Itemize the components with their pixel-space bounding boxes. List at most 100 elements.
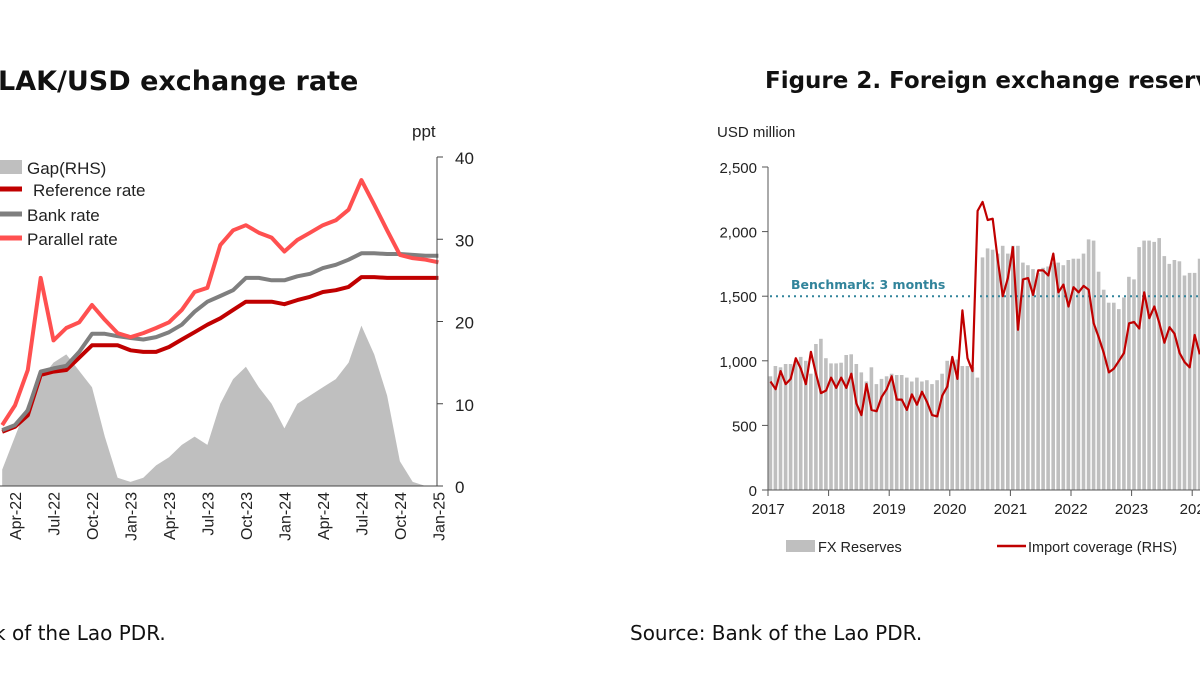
right-tick-label: 40 [455,149,474,168]
fx-reserves-bar [834,363,838,490]
fx-reserves-bar [1021,262,1025,490]
x-tick-label: Apr-24 [316,492,333,540]
x-tick-label: Oct-24 [393,492,410,540]
legend-label: Reference rate [33,181,145,200]
x-tick-label: 2017 [751,501,784,518]
fx-reserves-bar [1192,272,1197,490]
fx-reserves-bar [1086,239,1091,490]
fx-reserves-bar [1197,258,1200,490]
fx-reserves-bar [809,373,813,490]
parallel-rate-line [0,178,439,427]
chart1-source: k of the Lao PDR. [0,621,166,645]
right-tick-label: 10 [455,396,474,415]
fx-reserves-bar [1147,240,1151,490]
fx-reserves-bar [945,360,949,490]
x-tick-label: 2021 [994,501,1027,518]
fx-reserves-bar [1041,267,1045,490]
import-coverage-line [769,200,1200,418]
fx-reserves-bar [778,367,783,490]
fx-reserves-bar [930,384,934,490]
fx-reserves-bar [1091,240,1096,490]
benchmark-label: Benchmark: 3 months [791,277,945,292]
x-tick-label: 2023 [1115,501,1148,518]
x-tick-label: Jul-23 [201,492,218,536]
fx-reserves-bar [1036,272,1040,490]
fx-reserves-bar [793,360,798,490]
legend-label-import-coverage: Import coverage (RHS) [1028,540,1177,556]
legend-swatch-gap [0,160,22,174]
fx-reserves-bar [1046,266,1050,490]
fx-reserves-bar [869,367,874,490]
y-axis-unit: USD million [717,124,795,141]
bank-rate-line [1,251,439,432]
chart2-fx-reserves: Benchmark: 3 months 0 500 1,000 1,500 2,000 2,… [717,124,1200,556]
fx-reserves-bar [935,380,939,490]
fx-reserves-bar [1187,272,1192,490]
fx-reserves-bar [864,381,869,490]
fx-reserves-bar [1142,240,1146,490]
fx-reserves-bar [1056,262,1060,490]
fx-reserves-bar [905,377,909,490]
fx-reserves-bar [824,358,828,490]
right-tick-label: 0 [455,478,464,497]
fx-reserves-bar [995,253,1000,490]
x-tick-label: 202 [1180,501,1200,518]
fx-reserves-bar [814,344,818,490]
fx-reserves-bar [819,338,823,490]
fx-reserves-bar [1000,245,1005,490]
fx-reserves-bar [849,354,853,490]
fx-reserves-bar [1162,256,1167,490]
fx-reserves-bar [1061,265,1066,490]
x-tick-label: Oct-23 [239,492,256,540]
y-tick-label: 1,500 [719,289,757,306]
fx-reserves-bar [1066,260,1071,490]
legend-label: Bank rate [27,206,100,225]
x-tick-label: Apr-22 [8,492,25,540]
fx-reserves-bar [1026,265,1030,490]
x-tick-label: Jan-25 [432,492,449,541]
fx-reserves-bar [925,380,929,490]
y-tick-label: 500 [732,418,757,435]
chart2-source: Source: Bank of the Lao PDR. [630,621,922,645]
x-tick-label: Oct-22 [85,492,102,540]
fx-reserves-bar [773,366,778,490]
fx-reserves-bar [1157,238,1161,490]
fx-reserves-bar [894,375,899,490]
fx-reserves-bar [1152,241,1156,490]
fx-reserves-bar [1051,262,1055,490]
x-tick-label: Jan-23 [124,492,141,541]
fx-reserves-bar [1031,269,1035,490]
right-tick-label: 20 [455,314,474,333]
fx-reserves-bar [910,381,914,490]
fx-reserves-bar [915,377,919,490]
fx-reserves-bar [783,364,788,490]
fx-reserves-bar [768,376,773,490]
x-tick-label: 2019 [873,501,906,518]
fx-reserves-bar [1132,279,1136,490]
fx-reserves-bar [1101,289,1106,490]
fx-reserves-bar [1127,276,1131,490]
y-tick-label: 0 [749,483,757,500]
right-tick-label: 30 [455,231,474,250]
chart2-title: Figure 2. Foreign exchange reserv [765,68,1200,94]
fx-reserves-bar [1112,302,1116,490]
reference-rate-line [1,275,439,434]
fx-reserves-bar [804,360,808,490]
fx-reserves-bar [879,378,884,490]
chart1-title: LAK/USD exchange rate [0,66,358,97]
fx-reserves-bar [1076,258,1081,490]
fx-reserves-bar [788,364,793,490]
gap-area [2,325,439,486]
fx-reserves-bar [1071,258,1076,490]
fx-reserves-bar [920,381,924,490]
fx-reserves-bar [1006,253,1010,490]
x-tick-label: Jul-24 [355,492,372,536]
legend-label-fx-reserves: FX Reserves [818,540,902,556]
fx-reserves-bar [1081,253,1086,490]
fx-reserves-bar [1137,247,1141,490]
x-tick-label: 2018 [812,501,845,518]
fx-reserves-bar [839,362,843,490]
x-tick-label: Jul-22 [47,492,64,536]
legend-label: Parallel rate [27,230,118,249]
